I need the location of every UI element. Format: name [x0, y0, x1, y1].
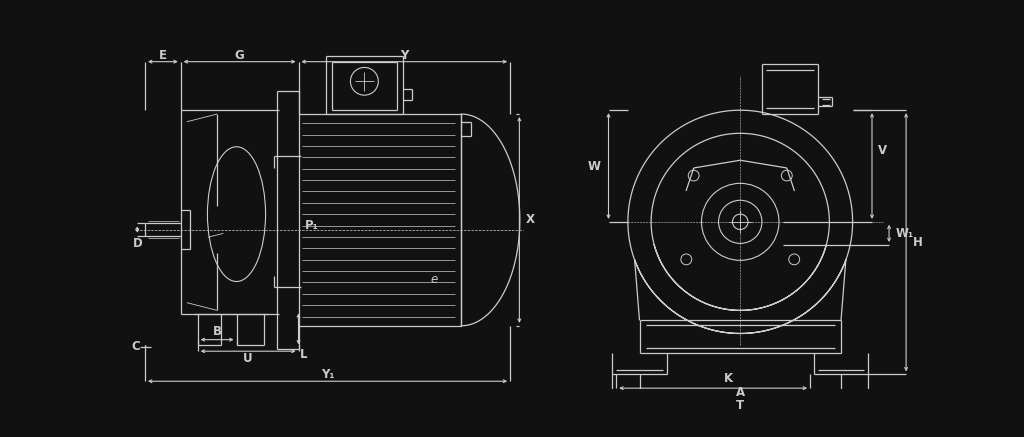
Text: H: H	[913, 236, 923, 249]
Text: X: X	[525, 213, 535, 226]
Text: K: K	[724, 372, 733, 385]
Text: W₁: W₁	[895, 227, 913, 240]
Text: T: T	[736, 399, 744, 412]
Text: U: U	[244, 352, 253, 365]
Text: W: W	[588, 160, 601, 173]
Text: B: B	[213, 326, 221, 338]
Text: e: e	[430, 273, 437, 286]
Text: E: E	[159, 49, 167, 62]
Text: Y: Y	[400, 49, 409, 62]
Text: Y₁: Y₁	[321, 368, 334, 381]
Text: P₁: P₁	[305, 219, 318, 232]
Text: D: D	[132, 237, 142, 250]
Text: C: C	[131, 340, 139, 353]
Text: G: G	[234, 49, 245, 62]
Text: V: V	[879, 144, 888, 157]
Text: A: A	[735, 385, 744, 399]
Text: L: L	[299, 348, 307, 361]
